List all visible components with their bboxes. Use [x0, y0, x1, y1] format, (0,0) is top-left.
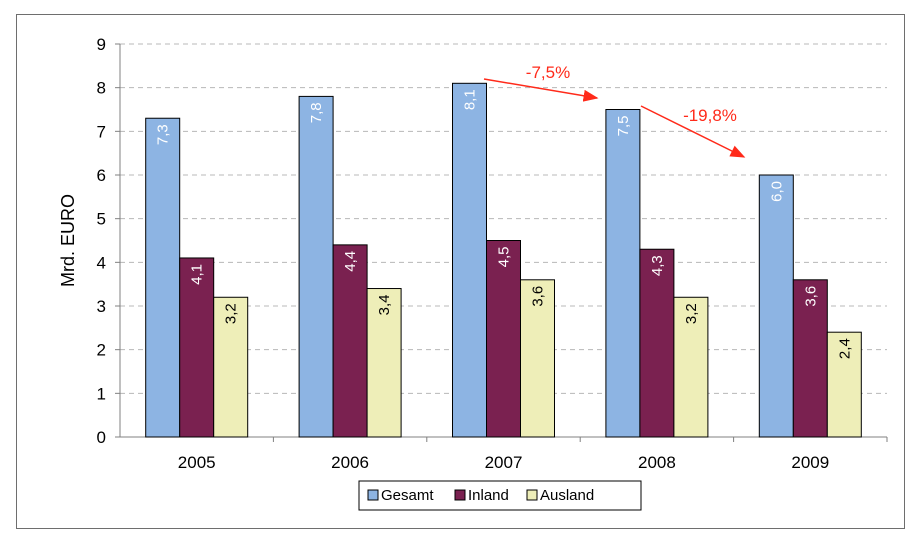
legend-swatch-inland [454, 489, 466, 501]
change-arrow [483, 78, 599, 102]
y-tick-label: 0 [97, 428, 106, 447]
x-tick-label: 2009 [791, 453, 829, 472]
bar-ausland [673, 296, 709, 438]
change-arrow [640, 105, 746, 158]
bar-value-label: 6,0 [768, 181, 785, 202]
y-tick-label: 1 [97, 384, 106, 403]
bar-value-label: 3,4 [376, 295, 393, 316]
bar-ausland [366, 288, 402, 438]
bar-value-label: 2,4 [836, 338, 853, 359]
bar-value-label: 4,1 [189, 264, 206, 285]
bar-inland [179, 257, 215, 438]
bar-inland [639, 248, 675, 438]
x-tick-label: 2007 [485, 453, 523, 472]
bar-gesamt [298, 95, 334, 438]
legend-swatch-gesamt [367, 489, 379, 501]
y-tick-label: 9 [97, 35, 106, 54]
change-annotation: -19,8% [683, 106, 737, 125]
legend-label-ausland: Ausland [540, 487, 594, 504]
bar-ausland [520, 279, 555, 438]
change-annotation: -7,5% [526, 63, 570, 82]
y-tick-label: 7 [97, 122, 106, 141]
bar-value-label: 3,6 [802, 286, 819, 307]
bar-gesamt [605, 109, 641, 438]
bar-value-label: 7,3 [155, 124, 172, 145]
bar-value-label: 4,4 [342, 251, 359, 272]
legend-box [358, 480, 642, 511]
bar-value-label: 3,2 [683, 303, 700, 324]
bar-value-label: 8,1 [462, 89, 479, 110]
bar-value-label: 3,6 [530, 286, 547, 307]
y-tick-label: 5 [97, 210, 106, 229]
y-axis-title: Mrd. EURO [58, 194, 78, 287]
bar-gesamt [145, 117, 181, 438]
bar-gesamt [452, 82, 487, 438]
bar-ausland [213, 296, 249, 438]
x-tick-label: 2006 [331, 453, 369, 472]
legend-swatch-ausland [526, 489, 538, 501]
bar-value-label: 4,3 [649, 255, 666, 276]
legend-label-gesamt: Gesamt [381, 487, 434, 504]
bar-inland [332, 244, 368, 438]
x-tick-label: 2008 [638, 453, 676, 472]
bar-inland [486, 240, 521, 438]
bar-gesamt [758, 174, 794, 438]
y-tick-label: 8 [97, 79, 106, 98]
bar-inland [792, 279, 828, 438]
legend-label-inland: Inland [468, 487, 509, 504]
bar-value-label: 3,2 [223, 303, 240, 324]
bar-value-label: 7,8 [308, 102, 325, 123]
y-tick-label: 4 [97, 253, 106, 272]
x-tick-label: 2005 [178, 453, 216, 472]
y-tick-label: 6 [97, 166, 106, 185]
bar-value-label: 7,5 [615, 116, 632, 137]
bar-value-label: 4,5 [496, 247, 513, 268]
y-tick-label: 3 [97, 297, 106, 316]
bar-ausland [826, 331, 862, 438]
y-tick-label: 2 [97, 341, 106, 360]
